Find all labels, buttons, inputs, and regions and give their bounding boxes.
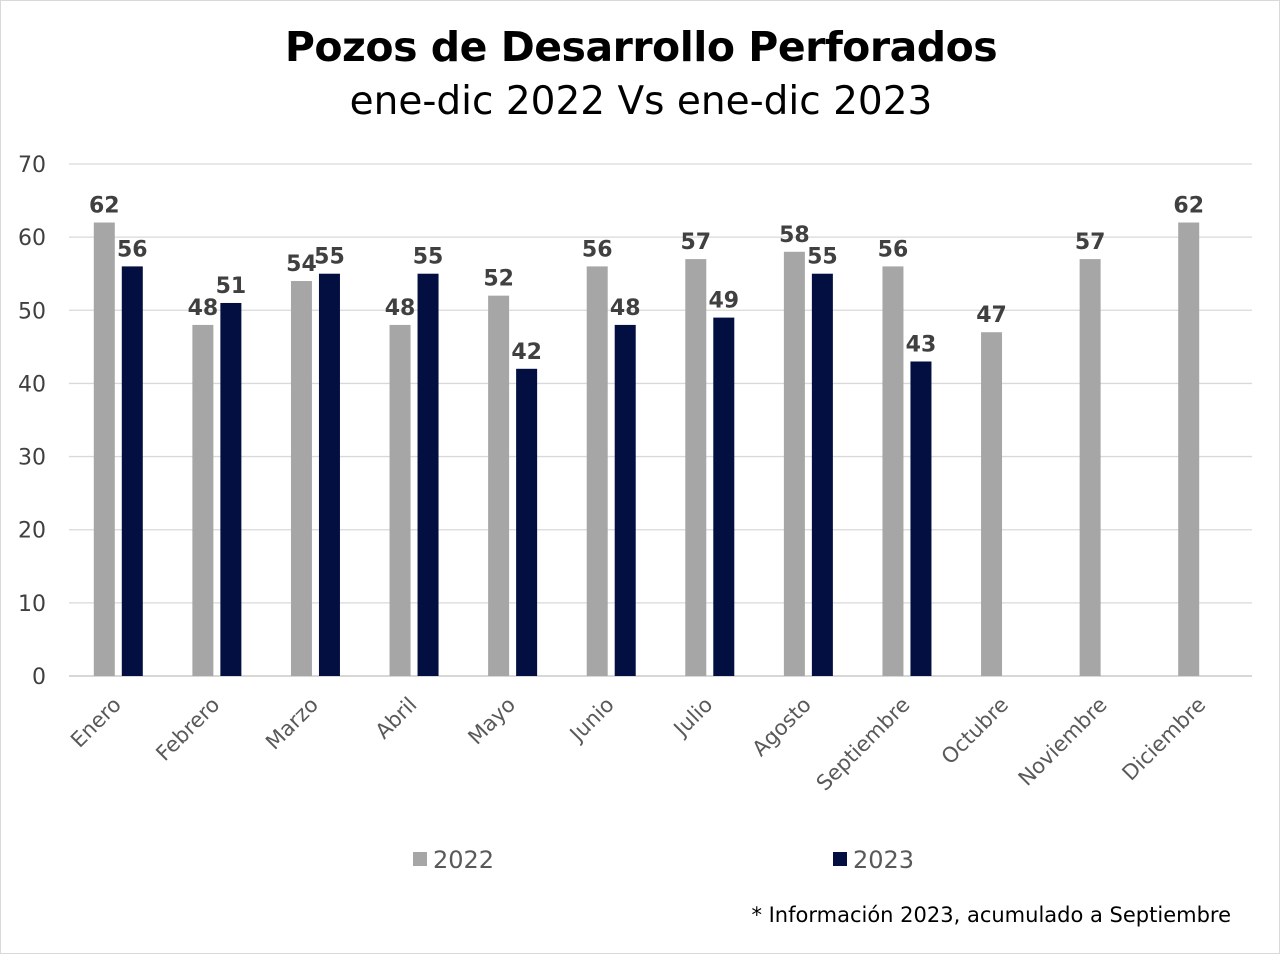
bar-2022-septiembre: [882, 266, 904, 676]
bar-2022-julio: [685, 259, 707, 676]
data-label: 57: [1075, 230, 1106, 255]
x-tick-label: Julio: [668, 693, 718, 743]
bars: [93, 222, 1200, 676]
legend-label-2022: 2022: [433, 846, 494, 874]
data-label: 48: [188, 296, 219, 321]
data-label: 62: [89, 194, 120, 219]
data-label: 55: [314, 245, 345, 270]
bar-2023-septiembre: [910, 361, 932, 676]
x-tick-label: Septiembre: [812, 693, 915, 796]
bar-2023-enero: [121, 266, 143, 676]
bar-2022-mayo: [488, 295, 510, 676]
x-tick-label: Agosto: [748, 693, 816, 761]
x-axis: Enero Febrero Marzo Abril Mayo Junio Julio Agos…: [66, 693, 1210, 796]
footnote: * Información 2023, acumulado a Septiemb…: [751, 903, 1231, 927]
bar-2022-abril: [389, 324, 411, 676]
bar-2022-agosto: [783, 251, 805, 676]
legend-swatch-2022: [413, 852, 427, 866]
bar-2022-octubre: [981, 332, 1003, 676]
data-label: 56: [878, 237, 909, 262]
data-label: 54: [286, 252, 317, 277]
bar-2022-diciembre: [1178, 222, 1200, 676]
x-tick-label: Febrero: [151, 693, 224, 766]
data-label: 57: [680, 230, 711, 255]
x-tick-label: Diciembre: [1117, 693, 1210, 786]
data-label: 55: [807, 245, 838, 270]
y-tick-label: 0: [32, 665, 46, 690]
data-label: 58: [779, 223, 810, 248]
bar-2022-junio: [586, 266, 608, 676]
x-tick-label: Mayo: [463, 693, 520, 750]
bar-2022-febrero: [192, 324, 214, 676]
data-label: 55: [413, 245, 444, 270]
data-label: 51: [216, 274, 247, 299]
y-tick-label: 40: [18, 372, 46, 397]
y-tick-label: 10: [18, 592, 46, 617]
y-tick-label: 50: [18, 299, 46, 324]
x-tick-label: Octubre: [937, 693, 1013, 769]
bar-2023-julio: [713, 317, 735, 676]
data-label: 52: [483, 267, 514, 292]
data-label: 47: [976, 303, 1007, 328]
y-tick-label: 60: [18, 226, 46, 251]
chart-subtitle: ene-dic 2022 Vs ene-dic 2023: [349, 79, 933, 124]
bar-2023-marzo: [318, 273, 340, 676]
y-tick-label: 30: [18, 446, 46, 471]
data-label: 48: [385, 296, 416, 321]
x-tick-label: Abril: [371, 693, 422, 744]
bar-2022-marzo: [290, 281, 312, 676]
bar-2022-enero: [93, 222, 115, 676]
bar-2023-febrero: [220, 302, 242, 676]
x-tick-label: Enero: [66, 693, 126, 753]
bar-2023-junio: [614, 324, 636, 676]
x-tick-label: Junio: [564, 693, 619, 748]
data-label: 49: [708, 289, 739, 314]
y-axis: 0 10 20 30 40 50 60 70: [18, 153, 46, 690]
data-label: 43: [906, 332, 937, 357]
legend-swatch-2023: [833, 852, 847, 866]
chart-title: Pozos de Desarrollo Perforados: [284, 23, 998, 71]
legend-label-2023: 2023: [853, 846, 914, 874]
x-tick-label: Noviembre: [1014, 693, 1112, 791]
bar-2023-mayo: [516, 368, 538, 676]
x-tick-label: Marzo: [261, 693, 323, 755]
y-tick-label: 20: [18, 519, 46, 544]
gridlines: [69, 163, 1252, 677]
legend: 2022 2023: [413, 846, 914, 874]
bar-2023-agosto: [811, 273, 833, 676]
bar-2023-abril: [417, 273, 439, 676]
bar-2022-noviembre: [1079, 259, 1101, 676]
data-label: 56: [117, 237, 148, 262]
data-label: 62: [1173, 194, 1204, 219]
data-label: 42: [511, 340, 542, 365]
data-label: 48: [610, 296, 641, 321]
y-tick-label: 70: [18, 153, 46, 178]
data-label: 56: [582, 237, 613, 262]
